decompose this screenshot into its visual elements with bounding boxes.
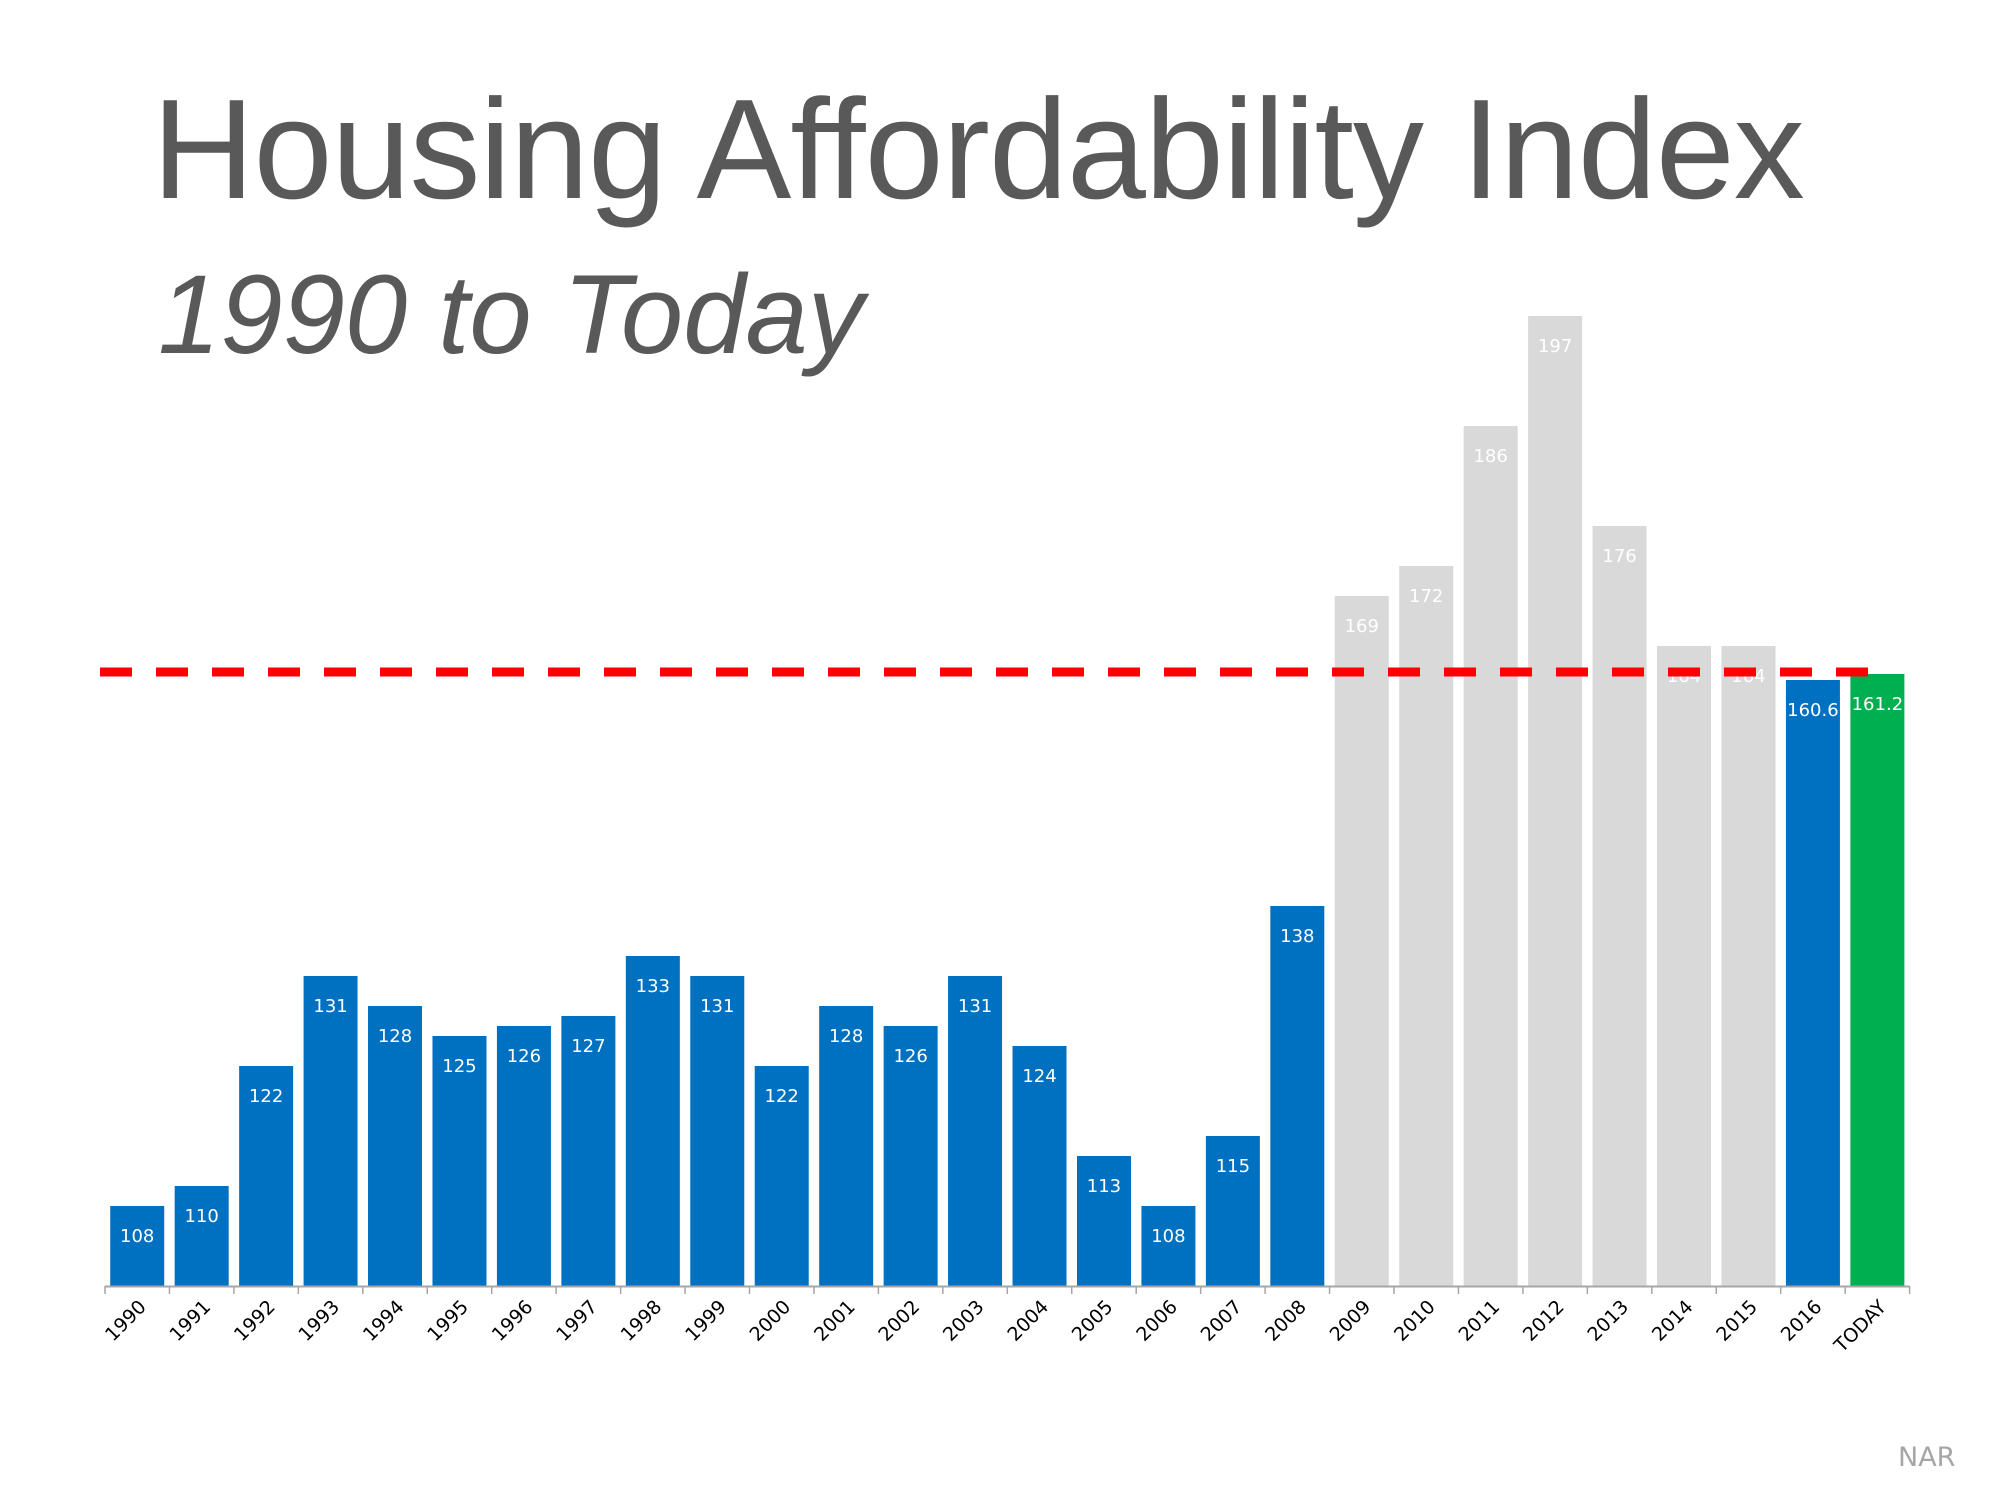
- tick-label: 2007: [1197, 1296, 1247, 1346]
- chart-subtitle: 1990 to Today: [158, 252, 864, 377]
- bar-today: [1850, 674, 1905, 1286]
- value-label: 126: [507, 1046, 541, 1067]
- tick-label: 1992: [230, 1296, 280, 1346]
- tick-label: 2014: [1648, 1296, 1698, 1346]
- value-label: 110: [184, 1206, 218, 1227]
- bar-1999: [690, 976, 745, 1286]
- tick-label: TODAY: [1829, 1296, 1891, 1358]
- tick-label: 2000: [746, 1296, 796, 1346]
- tick-label: 1998: [617, 1296, 667, 1346]
- bar-2002: [883, 1026, 938, 1286]
- bar-2003: [948, 976, 1003, 1286]
- tick-label: 1994: [359, 1296, 409, 1346]
- source-label: NAR: [1898, 1442, 1956, 1473]
- bar-2007: [1205, 1136, 1260, 1286]
- value-label: 122: [249, 1086, 283, 1107]
- bar-2008: [1270, 906, 1325, 1286]
- value-label: 125: [442, 1056, 476, 1077]
- value-label: 176: [1602, 546, 1636, 567]
- bar-2004: [1012, 1046, 1067, 1286]
- bar-1996: [496, 1026, 551, 1286]
- tick-label: 2004: [1003, 1296, 1053, 1346]
- tick-label: 1993: [294, 1296, 344, 1346]
- value-label: 108: [1151, 1226, 1185, 1247]
- value-label: 115: [1216, 1156, 1250, 1177]
- chart-title: Housing Affordability Index: [152, 70, 1805, 229]
- tick-label: 2003: [939, 1296, 989, 1346]
- value-label: 124: [1022, 1066, 1056, 1087]
- tick-label: 2001: [810, 1296, 860, 1346]
- tick-label: 2012: [1519, 1296, 1569, 1346]
- value-label: 133: [636, 976, 670, 997]
- bar-2006: [1141, 1206, 1196, 1286]
- tick-label: 2016: [1777, 1296, 1827, 1346]
- tick-label: 1999: [681, 1296, 731, 1346]
- tick-label: 1997: [552, 1296, 602, 1346]
- tick-label: 2011: [1454, 1296, 1504, 1346]
- value-label: 186: [1473, 446, 1507, 467]
- bar-1991: [174, 1186, 229, 1286]
- bar-2009: [1334, 596, 1389, 1286]
- tick-label: 2002: [874, 1296, 924, 1346]
- bar-2016: [1785, 680, 1840, 1286]
- bar-2013: [1592, 526, 1647, 1286]
- bar-2005: [1076, 1156, 1131, 1286]
- bar-1995: [432, 1036, 487, 1286]
- value-label: 172: [1409, 586, 1443, 607]
- tick-label: 2010: [1390, 1296, 1440, 1346]
- value-label: 131: [313, 996, 347, 1017]
- tick-label: 1990: [101, 1296, 151, 1346]
- tick-label: 2005: [1068, 1296, 1118, 1346]
- value-label: 131: [700, 996, 734, 1017]
- value-label: 126: [893, 1046, 927, 1067]
- value-label: 113: [1087, 1176, 1121, 1197]
- tick-label: 1995: [423, 1296, 473, 1346]
- value-label: 169: [1345, 616, 1379, 637]
- bar-2014: [1657, 646, 1712, 1286]
- value-label: 128: [829, 1026, 863, 1047]
- bar-2015: [1721, 646, 1776, 1286]
- bar-1993: [303, 976, 358, 1286]
- tick-label: 2009: [1326, 1296, 1376, 1346]
- tick-label: 2013: [1583, 1296, 1633, 1346]
- value-label: 108: [120, 1226, 154, 1247]
- tick-label: 1991: [165, 1296, 215, 1346]
- value-label: 197: [1538, 336, 1572, 357]
- value-label: 128: [378, 1026, 412, 1047]
- bar-1994: [368, 1006, 423, 1286]
- bar-2000: [754, 1066, 809, 1286]
- tick-label: 2008: [1261, 1296, 1311, 1346]
- value-label: 138: [1280, 926, 1314, 947]
- value-label: 131: [958, 996, 992, 1017]
- bar-1992: [239, 1066, 294, 1286]
- value-label: 127: [571, 1036, 605, 1057]
- bar-2001: [819, 1006, 874, 1286]
- tick-label: 1996: [488, 1296, 538, 1346]
- tick-label: 2015: [1712, 1296, 1762, 1346]
- value-label: 160.6: [1787, 700, 1839, 721]
- bar-2012: [1528, 316, 1583, 1286]
- bar-2010: [1399, 566, 1454, 1286]
- bar-1997: [561, 1016, 616, 1286]
- bar-1998: [625, 956, 680, 1286]
- bar-1990: [110, 1206, 165, 1286]
- value-label: 122: [765, 1086, 799, 1107]
- bar-2011: [1463, 426, 1518, 1286]
- value-label: 161.2: [1852, 694, 1904, 715]
- tick-label: 2006: [1132, 1296, 1182, 1346]
